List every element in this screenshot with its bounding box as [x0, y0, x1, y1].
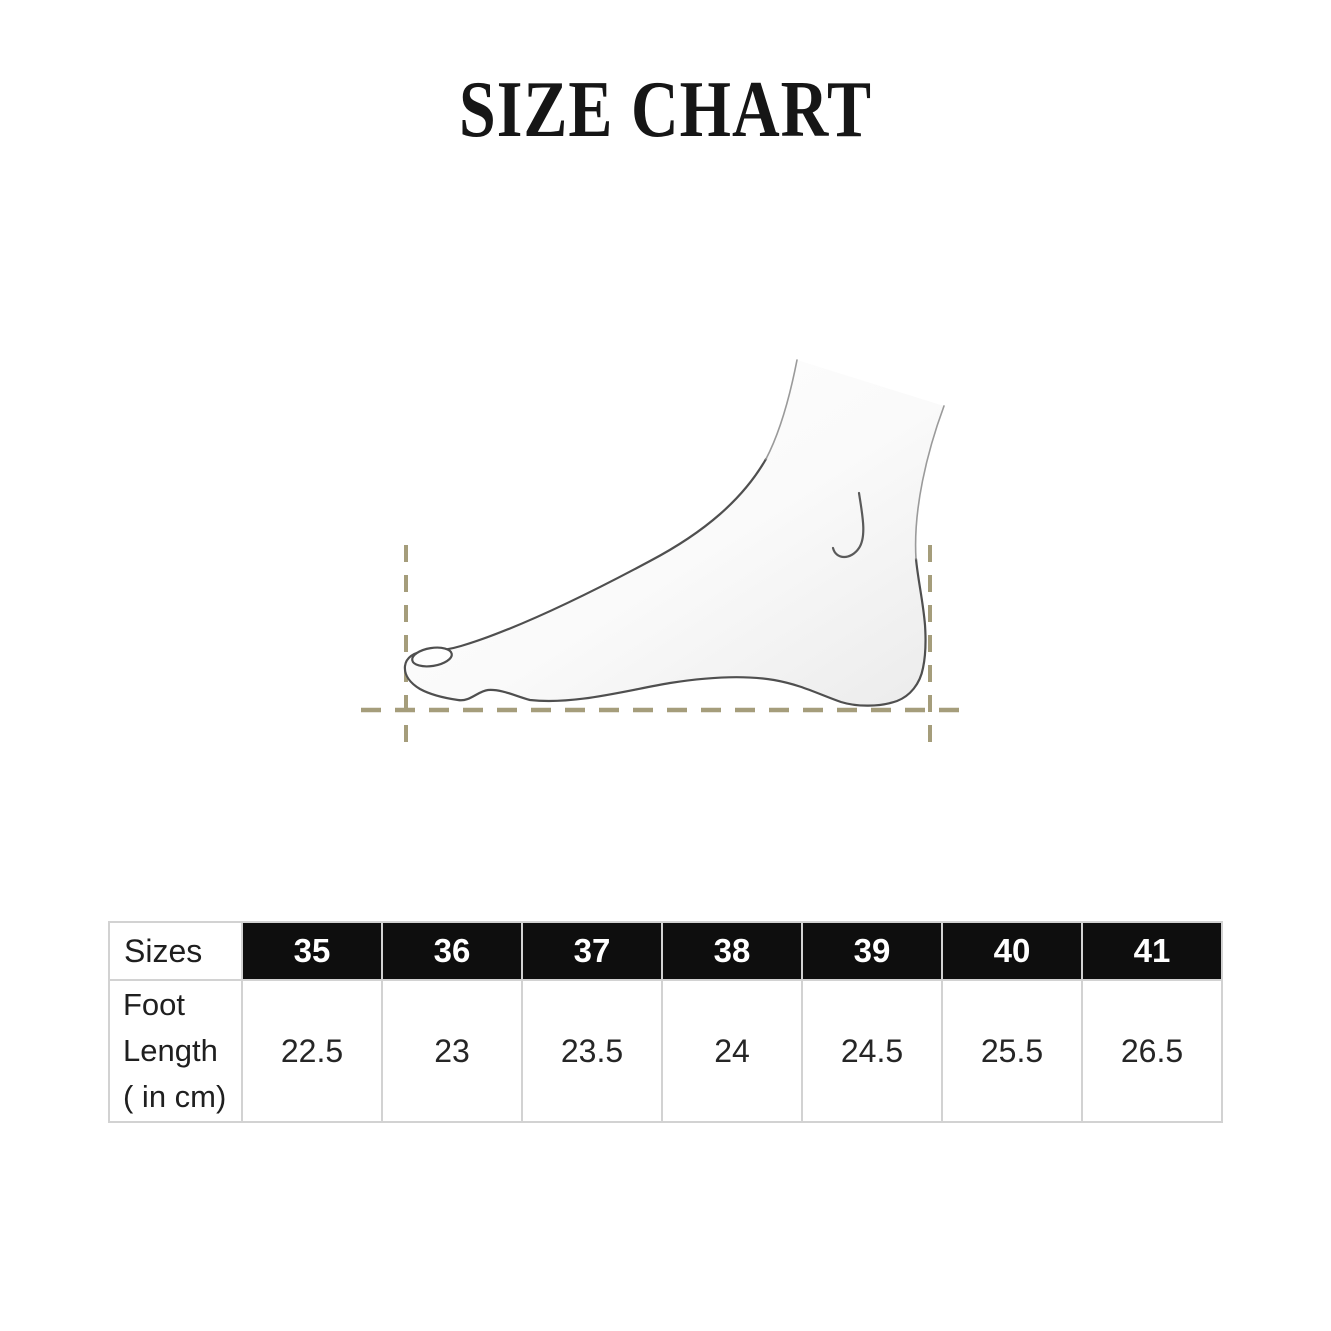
foot-length-value-cell: 23.5 [521, 979, 663, 1123]
ankle-bone-mark [831, 491, 865, 559]
foot-shape-fill [404, 360, 944, 706]
foot-length-value-cell: 26.5 [1081, 979, 1223, 1123]
size-header-cell: 39 [801, 921, 943, 981]
foot-length-label-line: ( in cm) [123, 1079, 227, 1114]
size-header-cell: 35 [241, 921, 383, 981]
foot-length-value-cell: 23 [381, 979, 523, 1123]
size-header-cell: 40 [941, 921, 1083, 981]
foot-outline [403, 457, 927, 707]
foot-length-label-cell: Foot Length ( in cm) [108, 979, 243, 1123]
table-row: Foot Length ( in cm) 22.5 23 23.5 24 24.… [108, 979, 1223, 1123]
size-header-cell: 37 [521, 921, 663, 981]
page-title: SIZE CHART [459, 65, 872, 155]
size-header-cell: 38 [661, 921, 803, 981]
foot-length-label-line: Foot [123, 987, 186, 1022]
foot-length-value-cell: 25.5 [941, 979, 1083, 1123]
size-header-cell: 41 [1081, 921, 1223, 981]
toenail-outline [411, 646, 453, 668]
foot-length-value-cell: 24.5 [801, 979, 943, 1123]
front-leg-line [765, 359, 798, 460]
size-chart-table: Sizes 35 36 37 38 39 40 41 Foot Length (… [108, 921, 1223, 1123]
table-row: Sizes 35 36 37 38 39 40 41 [108, 921, 1223, 981]
foot-length-label-line: Length [123, 1033, 218, 1068]
foot-length-value-cell: 24 [661, 979, 803, 1123]
back-leg-line [914, 405, 945, 560]
sizes-header-cell: Sizes [108, 921, 243, 981]
size-header-cell: 36 [381, 921, 523, 981]
foot-length-value-cell: 22.5 [241, 979, 383, 1123]
